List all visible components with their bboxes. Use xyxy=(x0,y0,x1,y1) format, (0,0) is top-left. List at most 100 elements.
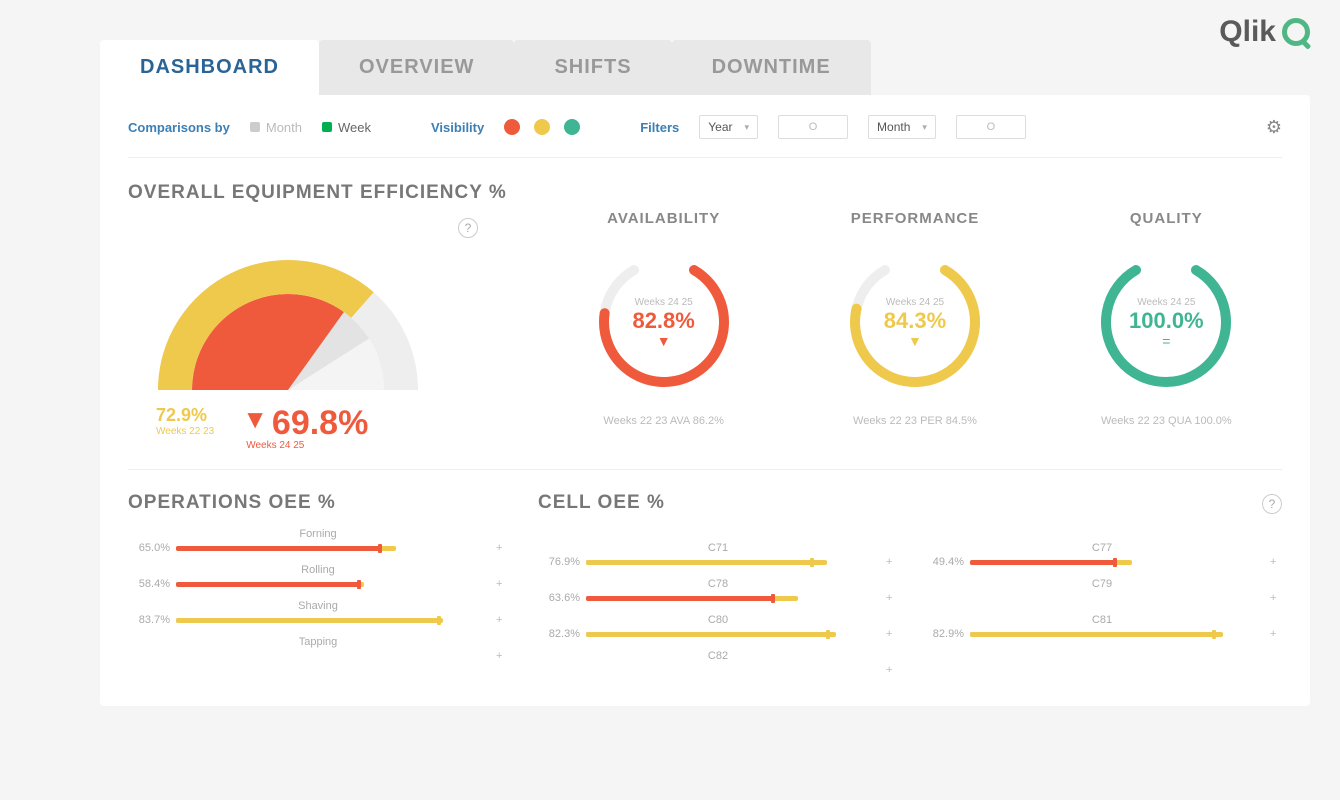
oee-current-value: 69.8% xyxy=(272,406,368,440)
filter-year-input[interactable]: O xyxy=(778,115,848,139)
plus-icon[interactable]: + xyxy=(886,592,898,604)
bar-pct: 82.3% xyxy=(538,628,580,640)
controls-bar: Comparisons by Month Week Visibility Fil… xyxy=(128,115,1282,158)
bar-pct: 82.9% xyxy=(922,628,964,640)
bar-track xyxy=(970,632,1264,637)
bar-row: Tapping + xyxy=(128,636,508,662)
bar-row: C78 63.6% + xyxy=(538,578,898,604)
metric-value: 82.8% xyxy=(632,308,694,334)
filter-month-select[interactable]: Month ▾ xyxy=(868,115,936,139)
visibility-dot[interactable] xyxy=(534,119,550,135)
plus-icon[interactable]: + xyxy=(496,650,508,662)
chevron-down-icon: ▾ xyxy=(745,122,750,133)
plus-icon[interactable]: + xyxy=(496,614,508,626)
bar-pct: 63.6% xyxy=(538,592,580,604)
plus-icon[interactable]: + xyxy=(886,664,898,676)
oee-current: ▼ 69.8% Weeks 24 25 xyxy=(242,406,368,451)
tab-overview[interactable]: OVERVIEW xyxy=(319,40,514,95)
bar-label: C77 xyxy=(922,542,1282,554)
metric-ring: Weeks 24 25 100.0% = xyxy=(1081,237,1251,407)
metric-footer: Weeks 22 23 PER 84.5% xyxy=(799,415,1030,427)
filter-month-input[interactable]: O xyxy=(956,115,1026,139)
trend-icon: ▼ xyxy=(908,334,922,348)
visibility-dot[interactable] xyxy=(504,119,520,135)
bar-row: Shaving 83.7% + xyxy=(128,600,508,626)
operations-bars: Forning 65.0% + Rolling 58.4% + xyxy=(128,528,508,662)
bar-label: C78 xyxy=(538,578,898,590)
bar-row: Rolling 58.4% + xyxy=(128,564,508,590)
tab-dashboard[interactable]: DASHBOARD xyxy=(100,40,319,95)
bar-label: C71 xyxy=(538,542,898,554)
oee-prev: 72.9% Weeks 22 23 xyxy=(156,406,214,437)
bar-track xyxy=(176,654,490,659)
bar-label: Forning xyxy=(128,528,508,540)
trend-icon: ▼ xyxy=(657,334,671,348)
bar-track xyxy=(970,596,1264,601)
metric-weeks: Weeks 24 25 xyxy=(635,297,693,308)
help-icon[interactable]: ? xyxy=(1262,494,1282,514)
cells-col: CELL OEE % C71 76.9% + C78 63.6% xyxy=(538,492,1282,686)
bar-pct: 76.9% xyxy=(538,556,580,568)
tab-shifts[interactable]: SHIFTS xyxy=(514,40,671,95)
plus-icon[interactable]: + xyxy=(1270,556,1282,568)
bar-track xyxy=(176,582,490,587)
plus-icon[interactable]: + xyxy=(886,628,898,640)
bar-label: C80 xyxy=(538,614,898,626)
bar-row: C80 82.3% + xyxy=(538,614,898,640)
comparisons-label: Comparisons by xyxy=(128,120,230,135)
filter-year-select[interactable]: Year ▾ xyxy=(699,115,758,139)
brand-name: Qlik xyxy=(1219,15,1276,49)
metric-quality: QUALITY Weeks 24 25 100.0% = Weeks 22 23… xyxy=(1051,210,1282,451)
radio-week-label: Week xyxy=(338,120,371,135)
radio-month-label: Month xyxy=(266,120,302,135)
plus-icon[interactable]: + xyxy=(496,578,508,590)
radio-dot-icon xyxy=(322,122,332,132)
cells-right: C77 49.4% + C79 + C81 xyxy=(922,542,1282,686)
cells-title: CELL OEE % xyxy=(538,492,1282,514)
bar-row: C82 + xyxy=(538,650,898,676)
oee-gauge-svg xyxy=(118,220,458,400)
bar-track xyxy=(586,668,880,673)
radio-week[interactable]: Week xyxy=(322,120,371,135)
bar-label: Shaving xyxy=(128,600,508,612)
help-icon[interactable]: ? xyxy=(458,218,478,238)
bar-pct: 49.4% xyxy=(922,556,964,568)
plus-icon[interactable]: + xyxy=(886,556,898,568)
radio-month[interactable]: Month xyxy=(250,120,302,135)
bar-track xyxy=(586,632,880,637)
trend-icon: = xyxy=(1162,334,1170,348)
metric-ring: Weeks 24 25 84.3% ▼ xyxy=(830,237,1000,407)
bar-row: C77 49.4% + xyxy=(922,542,1282,568)
metric-availability: AVAILABILITY Weeks 24 25 82.8% ▼ Weeks 2… xyxy=(548,210,779,451)
tab-downtime[interactable]: DOWNTIME xyxy=(672,40,871,95)
bar-label: C79 xyxy=(922,578,1282,590)
tabs: DASHBOARDOVERVIEWSHIFTSDOWNTIME xyxy=(100,40,1310,95)
metric-value: 100.0% xyxy=(1129,308,1204,334)
oee-title: OVERALL EQUIPMENT EFFICIENCY % xyxy=(128,182,1282,204)
plus-icon[interactable]: + xyxy=(496,542,508,554)
chevron-down-icon: ▾ xyxy=(922,122,927,133)
radio-dot-icon xyxy=(250,122,260,132)
metric-footer: Weeks 22 23 AVA 86.2% xyxy=(548,415,779,427)
metric-title: QUALITY xyxy=(1051,210,1282,227)
metric-ring: Weeks 24 25 82.8% ▼ xyxy=(579,237,749,407)
plus-icon[interactable]: + xyxy=(1270,628,1282,640)
visibility-dots xyxy=(504,119,580,135)
operations-title: OPERATIONS OEE % xyxy=(128,492,508,514)
visibility-dot[interactable] xyxy=(564,119,580,135)
plus-icon[interactable]: + xyxy=(1270,592,1282,604)
brand-logo: Qlik xyxy=(1219,15,1310,49)
brand-icon xyxy=(1282,18,1310,46)
metric-value: 84.3% xyxy=(884,308,946,334)
metric-weeks: Weeks 24 25 xyxy=(886,297,944,308)
bar-pct: 83.7% xyxy=(128,614,170,626)
bar-row: C79 + xyxy=(922,578,1282,604)
bar-row: Forning 65.0% + xyxy=(128,528,508,554)
metric-performance: PERFORMANCE Weeks 24 25 84.3% ▼ Weeks 22… xyxy=(799,210,1030,451)
gear-icon[interactable]: ⚙ xyxy=(1266,117,1282,138)
bar-label: Tapping xyxy=(128,636,508,648)
bar-track xyxy=(586,560,880,565)
bar-track xyxy=(176,546,490,551)
bar-track xyxy=(176,618,490,623)
metric-footer: Weeks 22 23 QUA 100.0% xyxy=(1051,415,1282,427)
